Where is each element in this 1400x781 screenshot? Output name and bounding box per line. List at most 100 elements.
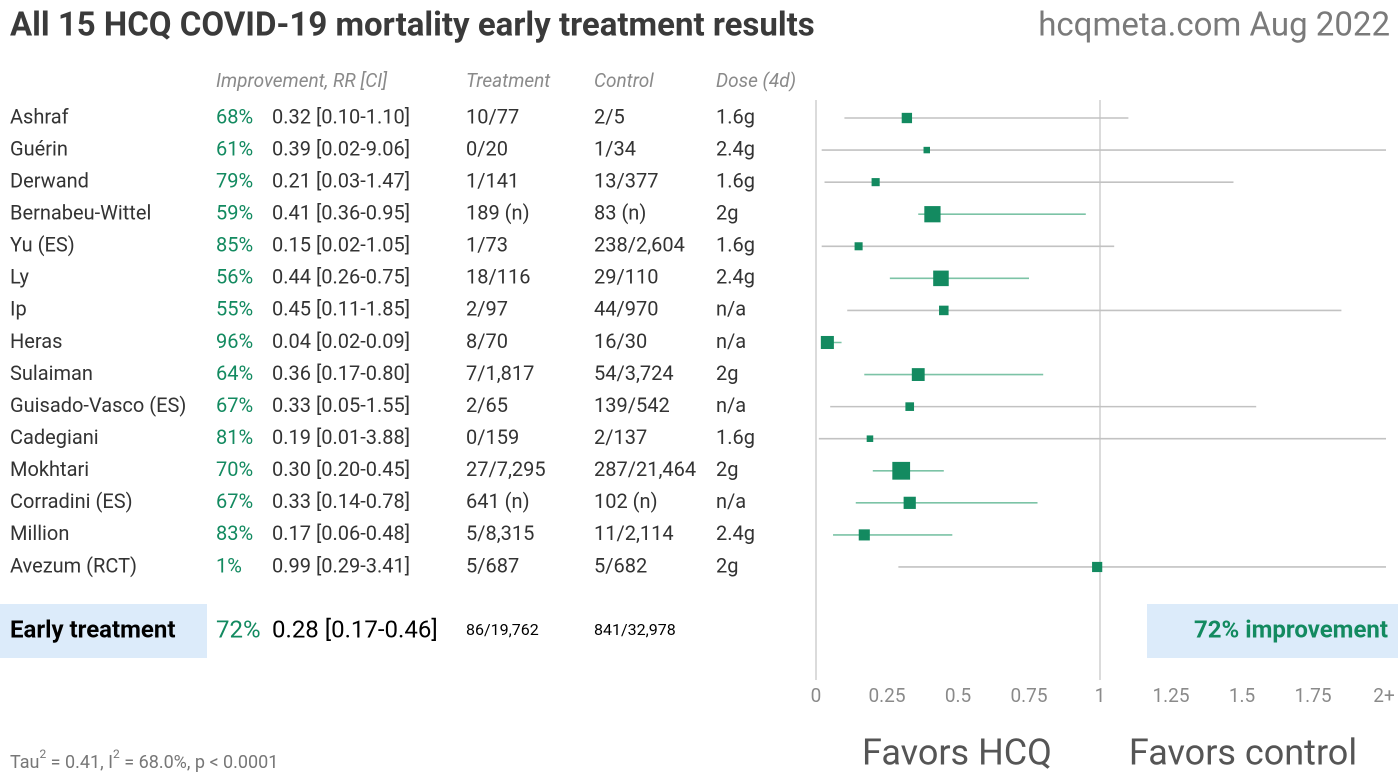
x-tick-label: 0 bbox=[811, 684, 822, 707]
treatment: 27/7,295 bbox=[466, 457, 546, 481]
improvement: 85% bbox=[216, 233, 253, 257]
dose: n/a bbox=[716, 489, 746, 513]
footnote-part: 2 bbox=[39, 747, 46, 761]
footnote-part: = 68.0%, p < 0.0001 bbox=[120, 752, 279, 773]
control: 102 (n) bbox=[594, 489, 658, 513]
effect-marker bbox=[854, 242, 863, 251]
study-name: Ly bbox=[10, 265, 29, 289]
treatment: 1/73 bbox=[466, 233, 508, 257]
effect-marker bbox=[933, 270, 949, 287]
control: 44/970 bbox=[594, 297, 658, 321]
study-name: Early treatment bbox=[10, 615, 175, 643]
rr-ci: 0.19 [0.01-3.88] bbox=[272, 425, 410, 449]
treatment: 7/1,817 bbox=[466, 361, 534, 385]
effect-marker bbox=[924, 206, 941, 223]
study-name: Sulaiman bbox=[10, 361, 93, 385]
dose: n/a bbox=[716, 393, 746, 417]
effect-marker bbox=[858, 529, 870, 541]
rr-ci: 0.28 [0.17-0.46] bbox=[272, 615, 438, 643]
dose: 1.6g bbox=[716, 425, 755, 449]
dose: 1.6g bbox=[716, 168, 755, 192]
x-tick-label: 2+ bbox=[1373, 684, 1394, 707]
treatment: 5/8,315 bbox=[466, 521, 534, 545]
improvement: 68% bbox=[216, 104, 253, 128]
treatment: 8/70 bbox=[466, 329, 508, 353]
study-name: Avezum (RCT) bbox=[10, 553, 137, 577]
improvement: 59% bbox=[216, 200, 253, 224]
rr-ci: 0.04 [0.02-0.09] bbox=[272, 329, 410, 353]
effect-marker bbox=[939, 305, 949, 316]
effect-marker bbox=[892, 461, 911, 480]
improvement: 64% bbox=[216, 361, 253, 385]
control: 83 (n) bbox=[594, 200, 646, 224]
chart-title: All 15 HCQ COVID-19 mortality early trea… bbox=[10, 6, 815, 45]
study-name: Yu (ES) bbox=[10, 233, 75, 257]
effect-marker bbox=[905, 402, 915, 411]
study-name: Derwand bbox=[10, 168, 89, 192]
effect-marker bbox=[820, 335, 834, 350]
column-header: Improvement, RR [CI] bbox=[216, 69, 388, 92]
effect-marker bbox=[866, 435, 874, 442]
x-tick-label: 1.5 bbox=[1229, 684, 1255, 707]
improvement: 55% bbox=[216, 297, 253, 321]
column-header: Control bbox=[594, 69, 654, 92]
dose: 2.4g bbox=[716, 136, 755, 160]
rr-ci: 0.44 [0.26-0.75] bbox=[272, 265, 410, 289]
rr-ci: 0.36 [0.17-0.80] bbox=[272, 361, 410, 385]
summary-badge: 72% improvement bbox=[1194, 615, 1388, 643]
effect-marker bbox=[923, 146, 930, 154]
column-header: Treatment bbox=[466, 69, 551, 92]
dose: 1.6g bbox=[716, 233, 755, 257]
rr-ci: 0.30 [0.20-0.45] bbox=[272, 457, 410, 481]
dose: 2.4g bbox=[716, 521, 755, 545]
dose: n/a bbox=[716, 329, 746, 353]
study-name: Ip bbox=[10, 297, 27, 321]
rr-ci: 0.99 [0.29-3.41] bbox=[272, 553, 410, 577]
control: 13/377 bbox=[594, 168, 658, 192]
treatment: 2/97 bbox=[466, 297, 508, 321]
summary-diamond bbox=[864, 617, 946, 645]
control: 5/682 bbox=[594, 553, 647, 577]
footnote: Tau2 = 0.41, I2 = 68.0%, p < 0.0001 bbox=[10, 747, 278, 773]
plot-area bbox=[818, 112, 1386, 645]
improvement: 56% bbox=[216, 265, 253, 289]
improvement: 61% bbox=[216, 136, 253, 160]
x-tick-label: 0.75 bbox=[1010, 684, 1047, 707]
dose: 2g bbox=[716, 457, 738, 481]
dose: 2g bbox=[716, 361, 738, 385]
rr-ci: 0.45 [0.11-1.85] bbox=[272, 297, 410, 321]
favors-label: Favors control bbox=[1129, 732, 1357, 774]
improvement: 67% bbox=[216, 393, 253, 417]
control: 11/2,114 bbox=[594, 521, 674, 545]
rr-ci: 0.21 [0.03-1.47] bbox=[272, 168, 410, 192]
effect-marker bbox=[911, 368, 925, 381]
column-header: Dose (4d) bbox=[716, 69, 796, 92]
footnote-part: 2 bbox=[113, 747, 120, 761]
rr-ci: 0.32 [0.10-1.10] bbox=[272, 104, 410, 128]
effect-marker bbox=[871, 178, 880, 187]
dose: n/a bbox=[716, 297, 746, 321]
improvement: 83% bbox=[216, 521, 253, 545]
rr-ci: 0.17 [0.06-0.48] bbox=[272, 521, 410, 545]
study-name: Cadegiani bbox=[10, 425, 99, 449]
control: 841/32,978 bbox=[594, 620, 676, 639]
dose: 1.6g bbox=[716, 104, 755, 128]
control: 1/34 bbox=[594, 136, 636, 160]
dose: 2g bbox=[716, 553, 738, 577]
improvement: 81% bbox=[216, 425, 253, 449]
rr-ci: 0.33 [0.14-0.78] bbox=[272, 489, 410, 513]
study-name: Corradini (ES) bbox=[10, 489, 133, 513]
treatment: 1/141 bbox=[466, 168, 519, 192]
rr-ci: 0.15 [0.02-1.05] bbox=[272, 233, 410, 257]
control: 238/2,604 bbox=[594, 233, 685, 257]
footnote-part: Tau bbox=[10, 752, 39, 773]
x-tick-label: 1 bbox=[1095, 684, 1106, 707]
study-name: Guisado-Vasco (ES) bbox=[10, 393, 186, 417]
improvement: 1% bbox=[216, 553, 242, 577]
study-name: Ashraf bbox=[10, 104, 69, 128]
improvement: 79% bbox=[216, 168, 253, 192]
rr-ci: 0.33 [0.05-1.55] bbox=[272, 393, 410, 417]
treatment: 189 (n) bbox=[466, 200, 530, 224]
study-name: Mokhtari bbox=[10, 457, 89, 481]
x-tick-label: 1.25 bbox=[1152, 684, 1189, 707]
